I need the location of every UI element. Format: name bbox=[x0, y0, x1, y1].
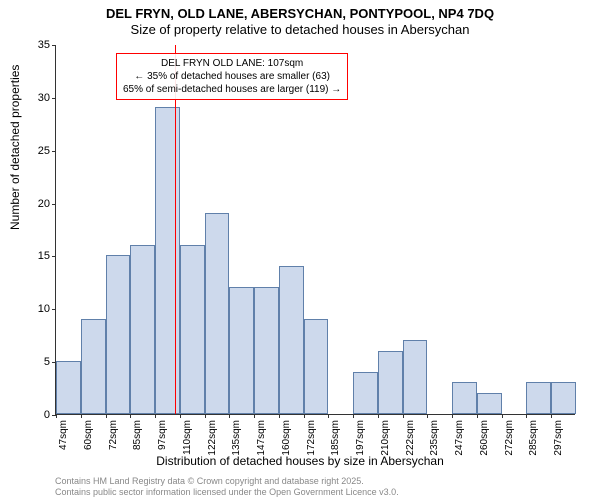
x-tick-label: 60sqm bbox=[83, 420, 94, 450]
y-tick-mark bbox=[52, 98, 56, 99]
x-tick-mark bbox=[205, 414, 206, 418]
x-tick-mark bbox=[81, 414, 82, 418]
chart-container: DEL FRYN, OLD LANE, ABERSYCHAN, PONTYPOO… bbox=[0, 0, 600, 500]
histogram-bar bbox=[56, 361, 81, 414]
annotation-box: DEL FRYN OLD LANE: 107sqm← 35% of detach… bbox=[116, 53, 348, 100]
histogram-bar bbox=[81, 319, 106, 414]
x-tick-label: 285sqm bbox=[528, 420, 539, 456]
x-tick-mark bbox=[427, 414, 428, 418]
x-tick-label: 160sqm bbox=[281, 420, 292, 456]
x-tick-label: 72sqm bbox=[108, 420, 119, 450]
x-tick-mark bbox=[180, 414, 181, 418]
footer-line2: Contains public sector information licen… bbox=[55, 487, 399, 497]
x-tick-label: 97sqm bbox=[157, 420, 168, 450]
histogram-bar bbox=[180, 245, 205, 414]
histogram-bar bbox=[229, 287, 254, 414]
x-tick-label: 210sqm bbox=[380, 420, 391, 456]
histogram-bar bbox=[279, 266, 304, 414]
chart-title-line2: Size of property relative to detached ho… bbox=[0, 22, 600, 37]
x-axis-label: Distribution of detached houses by size … bbox=[0, 454, 600, 468]
histogram-bar bbox=[106, 255, 131, 414]
x-tick-mark bbox=[106, 414, 107, 418]
x-tick-mark bbox=[502, 414, 503, 418]
x-tick-mark bbox=[155, 414, 156, 418]
x-tick-mark bbox=[130, 414, 131, 418]
y-tick-mark bbox=[52, 151, 56, 152]
x-tick-mark bbox=[229, 414, 230, 418]
x-tick-mark bbox=[56, 414, 57, 418]
x-tick-mark bbox=[254, 414, 255, 418]
x-tick-mark bbox=[328, 414, 329, 418]
y-tick-mark bbox=[52, 45, 56, 46]
histogram-bar bbox=[130, 245, 155, 414]
x-tick-mark bbox=[526, 414, 527, 418]
histogram-bar bbox=[551, 382, 576, 414]
x-tick-label: 185sqm bbox=[330, 420, 341, 456]
chart-title-line1: DEL FRYN, OLD LANE, ABERSYCHAN, PONTYPOO… bbox=[0, 6, 600, 21]
x-tick-label: 297sqm bbox=[553, 420, 564, 456]
histogram-bar bbox=[403, 340, 428, 414]
annotation-line: DEL FRYN OLD LANE: 107sqm bbox=[123, 57, 341, 70]
y-tick-mark bbox=[52, 204, 56, 205]
x-tick-label: 47sqm bbox=[58, 420, 69, 450]
histogram-bar bbox=[304, 319, 329, 414]
y-tick-mark bbox=[52, 309, 56, 310]
x-tick-mark bbox=[477, 414, 478, 418]
histogram-bar bbox=[254, 287, 279, 414]
x-tick-mark bbox=[551, 414, 552, 418]
histogram-bar bbox=[526, 382, 551, 414]
x-tick-label: 197sqm bbox=[355, 420, 366, 456]
x-tick-label: 172sqm bbox=[306, 420, 317, 456]
x-tick-label: 147sqm bbox=[256, 420, 267, 456]
annotation-line: ← 35% of detached houses are smaller (63… bbox=[123, 70, 341, 83]
x-tick-label: 272sqm bbox=[504, 420, 515, 456]
histogram-bar bbox=[378, 351, 403, 414]
x-tick-label: 110sqm bbox=[182, 420, 193, 455]
x-tick-mark bbox=[452, 414, 453, 418]
plot-area: 0510152025303547sqm60sqm72sqm85sqm97sqm1… bbox=[55, 45, 575, 415]
y-axis-label: Number of detached properties bbox=[8, 65, 22, 230]
histogram-bar bbox=[452, 382, 477, 414]
histogram-bar bbox=[205, 213, 230, 414]
marker-line bbox=[175, 45, 176, 414]
x-tick-label: 235sqm bbox=[429, 420, 440, 456]
x-tick-mark bbox=[304, 414, 305, 418]
x-tick-mark bbox=[279, 414, 280, 418]
x-tick-label: 247sqm bbox=[454, 420, 465, 456]
x-tick-mark bbox=[403, 414, 404, 418]
x-tick-label: 85sqm bbox=[132, 420, 143, 450]
x-tick-label: 222sqm bbox=[405, 420, 416, 456]
footer-line1: Contains HM Land Registry data © Crown c… bbox=[55, 476, 364, 486]
x-tick-label: 122sqm bbox=[207, 420, 218, 456]
x-tick-label: 260sqm bbox=[479, 420, 490, 456]
histogram-bar bbox=[353, 372, 378, 414]
histogram-bar bbox=[477, 393, 502, 414]
x-tick-mark bbox=[353, 414, 354, 418]
y-tick-mark bbox=[52, 256, 56, 257]
histogram-bar bbox=[155, 107, 180, 414]
annotation-line: 65% of semi-detached houses are larger (… bbox=[123, 83, 341, 96]
x-tick-mark bbox=[378, 414, 379, 418]
x-tick-label: 135sqm bbox=[231, 420, 242, 456]
